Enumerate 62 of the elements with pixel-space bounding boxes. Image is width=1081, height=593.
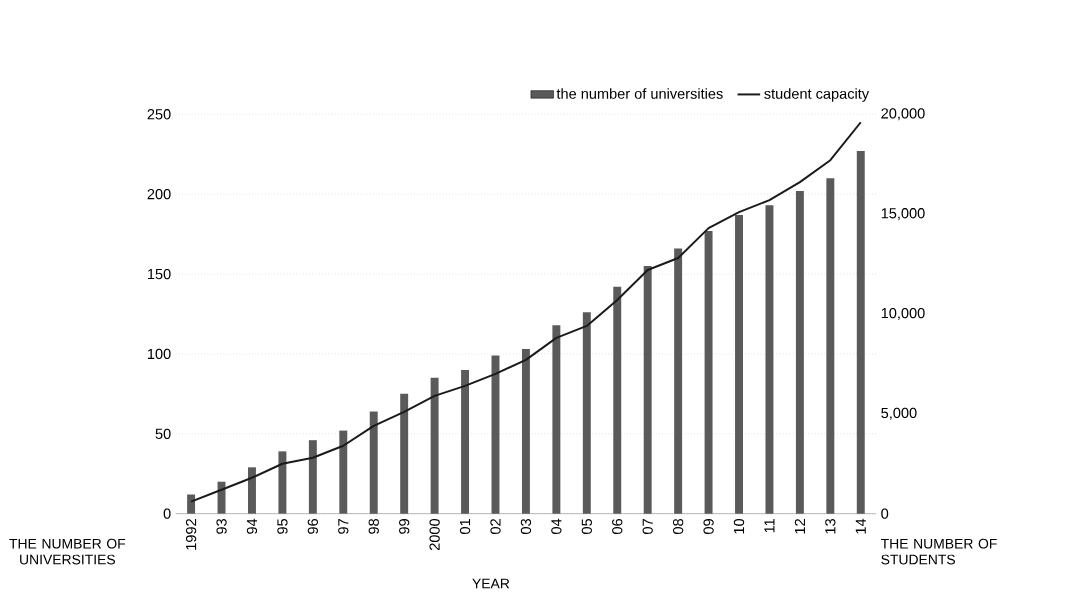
x-tick-label: 99 xyxy=(399,519,410,534)
x-tick-label: 13 xyxy=(825,519,836,534)
y2-tick-label: 0 xyxy=(881,508,889,519)
x-tick-label: 12 xyxy=(794,519,805,534)
x-tick-label: 1992 xyxy=(185,519,197,550)
x-tick-label: 95 xyxy=(277,519,288,534)
x-tick-label: 03 xyxy=(520,519,532,535)
x-tick-label: 07 xyxy=(642,519,653,535)
bar xyxy=(369,411,378,514)
y2-tick-label: 5,000 xyxy=(881,407,917,420)
bar xyxy=(430,377,439,514)
bar xyxy=(461,369,470,514)
bar xyxy=(278,451,287,514)
legend-label: student capacity xyxy=(764,88,870,102)
bar xyxy=(643,266,652,514)
x-tick-label: 94 xyxy=(246,518,258,534)
y-tick-label: 200 xyxy=(147,189,171,200)
x-tick-label: 97 xyxy=(338,519,349,534)
bar xyxy=(735,215,743,514)
bar xyxy=(217,481,226,514)
y-tick-label: 50 xyxy=(155,428,171,440)
y2-tick-label: 20,000 xyxy=(881,108,925,121)
bar xyxy=(552,325,561,514)
y-tick-label: 100 xyxy=(147,348,171,360)
bar xyxy=(339,430,348,514)
y2-tick-label: 10,000 xyxy=(881,308,925,321)
y-tick-label: 150 xyxy=(147,268,171,280)
x-tick-label: 11 xyxy=(764,519,775,533)
x-tick-label: 2000 xyxy=(429,519,440,551)
bar xyxy=(582,312,591,514)
x-tick-label: 08 xyxy=(672,519,684,535)
y-tick-label: 0 xyxy=(163,508,171,519)
y2-tick-label: 15,000 xyxy=(881,208,925,221)
bar xyxy=(795,191,804,514)
x-tick-label: 04 xyxy=(551,518,562,535)
bar xyxy=(856,151,865,514)
bar xyxy=(400,393,409,514)
y-axis-title: THE NUMBER OF UNIVERSITIES xyxy=(9,538,126,565)
bar xyxy=(704,231,713,514)
x-tick-label: 10 xyxy=(733,519,745,534)
y2-axis-title: THE NUMBER OF STUDENTS xyxy=(880,538,997,565)
bar xyxy=(521,349,530,514)
bar xyxy=(187,494,196,514)
x-tick-label: 09 xyxy=(703,519,714,535)
legend-label: the number of universities xyxy=(556,88,723,99)
x-axis-title: YEAR xyxy=(472,578,510,589)
bar xyxy=(308,440,317,514)
x-tick-label: 05 xyxy=(581,519,592,535)
x-tick-label: 06 xyxy=(612,519,623,535)
x-tick-label: 01 xyxy=(459,519,471,535)
bar xyxy=(674,248,683,514)
x-tick-label: 98 xyxy=(368,519,379,534)
bar xyxy=(765,205,774,514)
line-series xyxy=(190,121,862,503)
x-tick-label: 96 xyxy=(307,519,319,534)
y-tick-label: 250 xyxy=(147,109,171,120)
bar xyxy=(826,178,835,514)
bar xyxy=(247,467,256,514)
x-tick-label: 14 xyxy=(855,518,866,534)
x-tick-label: 93 xyxy=(216,519,227,534)
x-tick-label: 02 xyxy=(490,519,501,535)
bar xyxy=(613,286,622,514)
